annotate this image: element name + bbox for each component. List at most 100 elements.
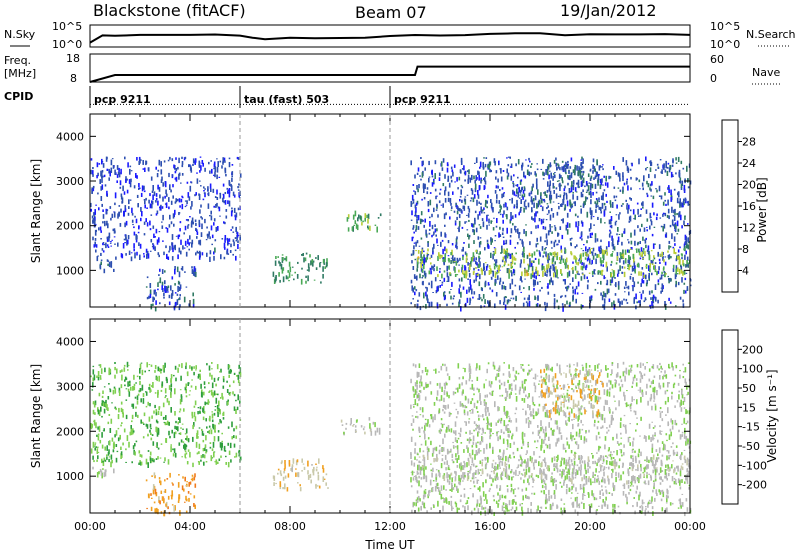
heat-cell-r5 [534, 217, 536, 223]
heat-cell-r6 [585, 252, 587, 257]
heat-cell-r3 [283, 471, 285, 474]
heat-cell-r1 [218, 458, 221, 461]
heat-cell-r1 [93, 218, 95, 223]
heat-cell-r5 [509, 430, 511, 434]
heat-cell-r1 [132, 445, 135, 450]
heat-cell-r1 [155, 412, 158, 416]
heat-cell-r1 [111, 402, 113, 404]
heat-cell-r1 [119, 223, 122, 227]
heat-cell-r5 [678, 201, 681, 204]
heat-cell-r5 [430, 507, 432, 510]
heat-cell-r5 [419, 435, 421, 438]
heat-cell-r1 [175, 198, 177, 203]
heat-cell-r1 [158, 159, 161, 166]
heat-cell-r5 [519, 189, 522, 194]
heat-cell-r5 [440, 493, 443, 500]
heat-cell-r1 [195, 227, 197, 231]
heat-cell-r1 [186, 246, 189, 248]
heat-cell-r1 [198, 194, 201, 200]
heat-cell-r5 [411, 236, 414, 242]
heat-cell-r6 [636, 248, 638, 253]
heat-cell-r5 [521, 488, 524, 492]
heat-cell-r5 [603, 298, 606, 304]
heat-cell-r3 [272, 271, 275, 277]
heat-cell-r1 [220, 444, 222, 449]
heat-cell-r6 [636, 263, 639, 268]
heat-cell-r1 [192, 221, 194, 225]
heat-cell-r5 [547, 253, 549, 256]
heat-cell-r7 [587, 173, 590, 177]
heat-cell-r1 [106, 209, 109, 211]
heat-cell-r5 [637, 241, 640, 245]
heat-cell-r5 [614, 221, 617, 226]
heat-cell-r4 [378, 427, 381, 432]
heat-cell-r1 [192, 462, 194, 468]
heat-cell-r0 [110, 262, 113, 268]
heat-cell-r5 [470, 261, 472, 267]
heat-cell-r5 [412, 287, 414, 293]
heat-cell-r5 [675, 162, 678, 164]
heat-cell-r5 [517, 228, 519, 234]
heat-cell-r1 [102, 461, 105, 466]
heat-cell-r2 [154, 488, 157, 495]
heat-cell-r5 [522, 189, 525, 194]
heat-cell-r3 [279, 262, 281, 267]
heat-cell-r5 [416, 268, 418, 272]
heat-cell-r5 [438, 172, 441, 177]
heat-cell-r4 [347, 214, 350, 218]
heat-cell-r5 [644, 297, 647, 301]
heat-cell-r2 [194, 504, 196, 509]
heat-cell-r7 [579, 170, 582, 176]
heat-cell-r5 [521, 194, 524, 198]
heat-cell-r5 [423, 254, 425, 259]
heat-cell-r5 [518, 186, 520, 193]
heat-cell-r1 [229, 442, 232, 449]
heat-cell-r5 [684, 234, 687, 241]
heat-cell-r1 [132, 223, 134, 226]
heat-cell-r1 [147, 462, 149, 468]
heat-cell-r5 [554, 261, 556, 265]
heat-cell-r5 [518, 212, 520, 216]
heat-cell-r5 [480, 474, 482, 476]
heat-cell-r2 [188, 482, 190, 487]
heat-cell-r6 [506, 248, 508, 251]
heat-cell-r1 [143, 221, 146, 225]
heat-cell-r1 [235, 435, 237, 439]
heat-cell-r6 [417, 256, 420, 258]
heat-cell-r1 [223, 157, 226, 161]
heat-cell-r5 [641, 278, 643, 284]
heat-cell-r0 [113, 468, 115, 474]
heat-cell-r5 [604, 436, 607, 441]
heat-cell-r6 [574, 265, 577, 271]
heat-cell-r5 [556, 363, 558, 367]
heat-cell-r5 [651, 443, 654, 450]
heat-cell-r5 [604, 277, 607, 279]
heat-cell-r1 [211, 243, 213, 246]
heat-cell-r1 [101, 170, 104, 173]
heat-cell-r5 [680, 160, 683, 165]
heat-cell-r5 [623, 414, 626, 417]
heat-cell-r6 [522, 248, 525, 252]
heat-cell-r5 [551, 457, 553, 463]
heat-cell-r5 [471, 449, 474, 456]
heat-cell-r6 [665, 273, 667, 275]
heat-cell-r5 [430, 469, 433, 472]
heat-cell-r5 [651, 506, 654, 510]
heat-cell-r5 [651, 290, 653, 294]
heat-cell-r5 [509, 283, 512, 290]
heat-cell-r1 [118, 172, 121, 178]
heat-cell-r6 [416, 257, 419, 263]
heat-cell-r5 [662, 226, 664, 232]
heat-cell-r1 [94, 230, 97, 236]
heat-cell-r5 [501, 284, 503, 290]
heat-cell-r5 [559, 432, 562, 435]
heat-cell-r1 [136, 375, 139, 378]
heat-cell-r6 [579, 254, 582, 259]
heat-cell-r2 [155, 292, 157, 297]
heat-cell-r5 [479, 273, 481, 280]
heat-cell-r7 [589, 207, 592, 214]
heat-cell-r6 [682, 271, 684, 276]
heat-cell-r1 [102, 175, 104, 178]
heat-cell-r5 [687, 237, 690, 243]
heat-cell-r5 [654, 403, 657, 406]
